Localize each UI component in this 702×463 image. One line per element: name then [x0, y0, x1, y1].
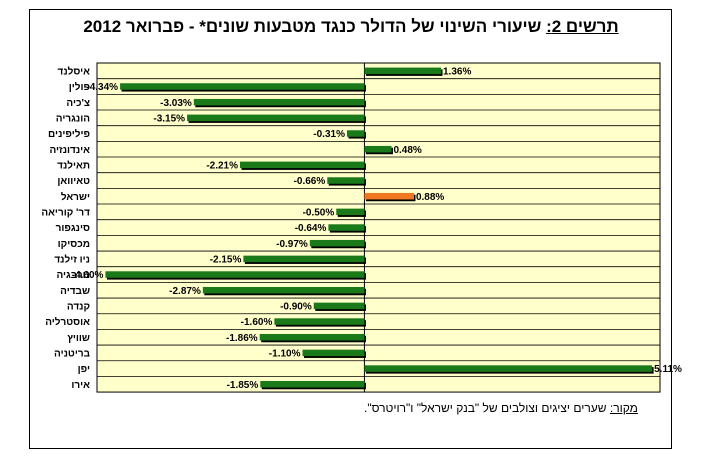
data-label: -4.60%: [72, 270, 104, 281]
bar: [364, 365, 653, 372]
data-label: -0.31%: [313, 129, 345, 140]
chart-title: תרשים 2: שיעורי השינוי של הדולר כנגד מטב…: [0, 17, 702, 37]
bar: [336, 208, 365, 216]
bar: [202, 286, 365, 294]
bar: [259, 333, 365, 341]
data-label: -0.64%: [295, 223, 327, 234]
category-label: איסלנד: [58, 65, 91, 77]
bar: [364, 145, 392, 153]
category-label: אירו: [71, 380, 90, 391]
data-label: -0.97%: [276, 239, 308, 250]
data-label: -0.50%: [303, 207, 335, 218]
data-label: -1.60%: [241, 317, 273, 328]
data-label: -2.87%: [169, 286, 201, 297]
category-label: ישראל: [61, 191, 90, 203]
chart-source-note: מקור: שערים יציגים וצולבים של "בנק ישראל…: [364, 401, 638, 415]
category-label: טאיוואן: [57, 176, 90, 187]
bar: [240, 161, 365, 169]
category-label: נורבגיה: [56, 270, 90, 281]
bar: [187, 114, 365, 122]
category-label: מכסיקו: [58, 239, 90, 250]
data-label: -2.15%: [210, 254, 242, 265]
category-label: פיליפינים: [48, 128, 90, 140]
category-label: שוויץ: [67, 333, 90, 344]
data-label: 0.88%: [416, 192, 444, 203]
bar: [364, 67, 441, 75]
source-text: שערים יציגים וצולבים של "בנק ישראל" ו"רו…: [364, 401, 610, 415]
data-label: -3.03%: [160, 98, 192, 109]
data-label: -1.86%: [226, 333, 258, 344]
data-label: -2.21%: [206, 160, 238, 171]
chart-title-label: תרשים 2:: [546, 17, 619, 36]
data-label: -0.66%: [294, 176, 326, 187]
plot-area: [96, 62, 661, 393]
category-label: צ'כיה: [66, 98, 90, 109]
bar: [243, 255, 365, 263]
category-label: פולין: [69, 81, 90, 93]
bar: [346, 130, 365, 137]
category-label: אוסטרליה: [45, 316, 90, 328]
category-label: קנדה: [67, 301, 90, 312]
bar: [105, 271, 365, 278]
data-label: -4.34%: [86, 82, 118, 93]
bar: [364, 192, 414, 200]
category-label: דר' קוריאה: [41, 207, 90, 218]
bar: [193, 98, 365, 106]
bar: [313, 302, 365, 310]
data-label: 5.11%: [654, 364, 682, 375]
bar: [327, 177, 365, 184]
data-label: 1.36%: [443, 66, 471, 77]
data-label: -1.10%: [269, 348, 301, 359]
bar: [260, 380, 365, 388]
bar: [328, 224, 365, 231]
data-label: -3.15%: [153, 113, 185, 124]
category-label: תאילנד: [57, 159, 90, 171]
category-label: יפן: [78, 364, 90, 375]
data-label: -0.90%: [280, 301, 312, 312]
data-label: -1.85%: [227, 380, 259, 391]
bar: [274, 318, 365, 325]
category-label: סינגפור: [56, 223, 90, 234]
category-label: ניו זילנד: [54, 253, 90, 265]
bar: [302, 349, 365, 357]
data-label: 0.48%: [393, 145, 421, 156]
bar: [309, 239, 365, 247]
bar: [120, 83, 365, 90]
chart-title-text: שיעורי השינוי של הדולר כנגד מטבעות שונים…: [83, 17, 547, 36]
category-label: אינדונזיה: [49, 145, 90, 156]
category-label: הונגריה: [56, 113, 90, 124]
category-label: שבדיה: [60, 286, 90, 297]
category-label: בריטניה: [54, 348, 91, 359]
source-label: מקור:: [609, 401, 638, 415]
